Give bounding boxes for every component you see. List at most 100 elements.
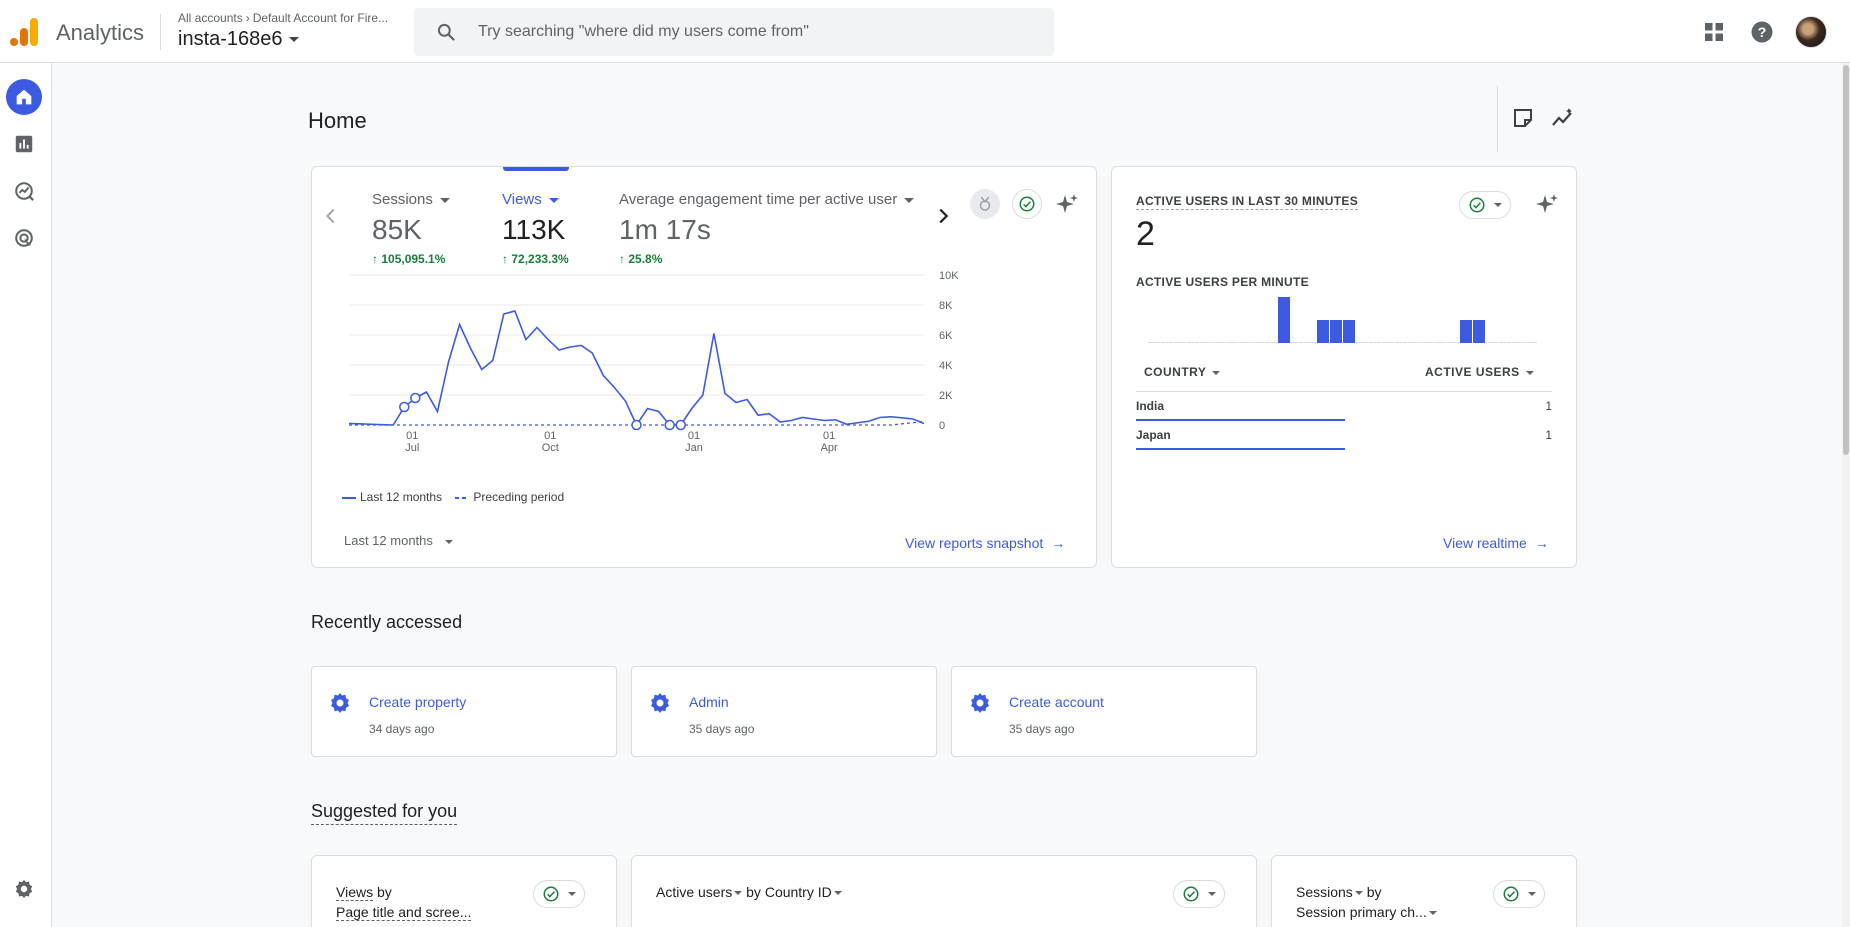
suggested-card-title: Active users by Country ID [656,882,842,902]
metric-sessions[interactable]: Sessions 85K ↑ 105,095.1% [372,191,450,266]
dropdown-caret-icon [439,197,450,203]
per-minute-bar-chart [1148,297,1537,343]
metric-avg-engagement[interactable]: Average engagement time per active user … [619,191,915,266]
search-bar[interactable] [414,8,1054,56]
nav-admin[interactable] [6,871,42,907]
suggested-title: Suggested for you [311,801,458,825]
bar-baseline [1369,342,1381,343]
apps-icon[interactable] [1702,20,1726,44]
bar-baseline [1187,342,1199,343]
chevron-left-icon[interactable] [320,205,342,227]
dimension-name[interactable]: Page title and scree... [336,904,472,921]
help-icon[interactable]: ? [1750,20,1774,44]
dropdown-caret-icon [548,197,559,203]
nav-explore[interactable] [6,173,42,209]
divider [160,14,161,50]
recent-item-title[interactable]: Create property [369,694,467,710]
data-quality-dropdown[interactable] [1173,880,1225,908]
col-header-active-users[interactable]: ACTIVE USERS [1425,365,1534,379]
arrow-up-icon: ↑ [372,252,382,266]
check-circle-icon [1183,886,1199,902]
metric-views[interactable]: Views 113K ↑ 72,233.3% [502,191,569,266]
arrow-up-icon: ↑ [619,252,629,266]
annotation-marker [399,401,410,413]
bar-baseline [1447,342,1459,343]
avatar[interactable] [1795,16,1827,48]
divider [1136,391,1552,392]
date-range-selector[interactable]: Last 12 months [344,533,453,548]
suggested-card: Sessions by Session primary ch... [1271,855,1577,927]
scrollbar[interactable] [1842,63,1850,927]
recent-item-title[interactable]: Admin [689,694,729,710]
metric-selector[interactable]: Active users [656,884,743,900]
suggested-card: Views by Page title and scree... [311,855,617,927]
metric-label[interactable]: Average engagement time per active user [619,191,915,208]
per-minute-bar[interactable] [1330,320,1342,343]
annotation-note-icon[interactable] [1511,106,1535,130]
x-tick-label: Oct [542,442,559,454]
bar-baseline [1239,342,1251,343]
share-bar [1136,419,1345,421]
col-header-country[interactable]: COUNTRY [1144,365,1221,379]
nav-advertising[interactable] [6,220,42,256]
x-tick-label: 01 [688,430,700,442]
chevron-right-icon[interactable] [932,205,954,227]
selected-metric-indicator [503,167,569,171]
dropdown-caret-icon [1212,370,1221,375]
search-input[interactable] [478,8,1038,56]
recent-item[interactable]: Create account 35 days ago [951,666,1257,757]
breadcrumb-account[interactable]: Default Account for Fire... [252,11,389,25]
recent-item[interactable]: Create property 34 days ago [311,666,617,757]
top-bar: Analytics All accounts › Default Account f… [0,0,1850,63]
nav-home[interactable] [6,79,42,115]
recent-item[interactable]: Admin 35 days ago [631,666,937,757]
per-minute-bar[interactable] [1473,320,1485,343]
ribbon-icon [979,196,991,211]
dropdown-caret-icon [1528,892,1536,896]
data-quality-dropdown[interactable] [533,880,585,908]
breadcrumb-all-accounts[interactable]: All accounts [178,11,243,25]
breadcrumb[interactable]: All accounts › Default Account for Fire... [178,11,388,25]
per-minute-bar[interactable] [1460,320,1472,343]
metric-label[interactable]: Views [502,191,569,208]
y-tick-label: 8K [939,300,953,312]
bar-baseline [1252,342,1264,343]
check-circle-icon [1469,197,1485,213]
metric-selector[interactable]: Sessions [1296,884,1363,900]
svg-text:?: ? [1758,24,1767,40]
chevron-right-icon: › [245,11,250,25]
settings-icon [15,879,33,899]
compare-icon[interactable] [970,189,1000,219]
x-tick-label: Jul [405,442,419,454]
arrow-right-icon: → [1051,535,1066,551]
dimension-selector[interactable]: Country ID [765,884,842,900]
data-quality-dropdown[interactable] [1493,880,1545,908]
settings-icon [971,693,989,713]
scrollbar-thumb[interactable] [1843,65,1849,455]
property-selector[interactable]: insta-168e6 [178,28,299,51]
view-realtime-link[interactable]: View realtime → [1443,535,1549,551]
per-minute-bar[interactable] [1317,320,1329,343]
data-quality-button[interactable] [1012,189,1042,219]
bar-baseline [1304,342,1316,343]
data-quality-dropdown[interactable] [1459,191,1511,219]
x-tick-label: 01 [406,430,418,442]
metric-value: 1m 17s [619,214,711,245]
per-minute-bar[interactable] [1343,320,1355,343]
x-tick-label: 01 [544,430,556,442]
metric-label[interactable]: Sessions [372,191,450,208]
insights-icon[interactable] [1551,106,1575,130]
annotation-marker [664,419,675,431]
sparkle-icon[interactable] [1535,193,1559,217]
recent-item-title[interactable]: Create account [1009,694,1104,710]
realtime-title[interactable]: ACTIVE USERS IN LAST 30 MINUTES [1136,194,1358,210]
per-minute-bar[interactable] [1278,297,1290,343]
sparkle-icon[interactable] [1055,193,1079,217]
dropdown-caret-icon [734,891,743,896]
nav-reports[interactable] [6,126,42,162]
analytics-logo-icon[interactable] [10,17,40,47]
metric-name[interactable]: Views [336,884,374,901]
realtime-card: ACTIVE USERS IN LAST 30 MINUTES 2 ACTIVE… [1111,166,1577,568]
view-reports-snapshot-link[interactable]: View reports snapshot → [905,535,1066,551]
dimension-selector[interactable]: Session primary ch... [1296,904,1437,920]
